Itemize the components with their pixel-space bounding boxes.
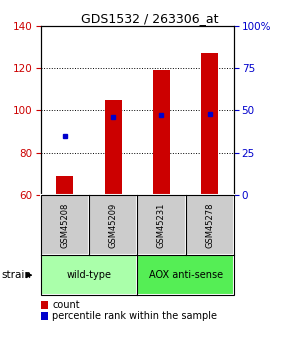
Text: GSM45208: GSM45208 xyxy=(60,203,69,248)
Text: percentile rank within the sample: percentile rank within the sample xyxy=(52,311,218,321)
Text: wild-type: wild-type xyxy=(66,270,111,280)
Bar xyxy=(201,53,218,195)
Text: GDS1532 / 263306_at: GDS1532 / 263306_at xyxy=(81,12,219,25)
Text: GSM45209: GSM45209 xyxy=(109,203,118,248)
Bar xyxy=(153,70,170,195)
Text: AOX anti-sense: AOX anti-sense xyxy=(148,270,223,280)
Bar xyxy=(105,100,122,195)
Bar xyxy=(56,176,73,195)
Text: strain: strain xyxy=(2,270,31,280)
Text: GSM45231: GSM45231 xyxy=(157,203,166,248)
Text: GSM45278: GSM45278 xyxy=(205,203,214,248)
Text: count: count xyxy=(52,300,80,310)
